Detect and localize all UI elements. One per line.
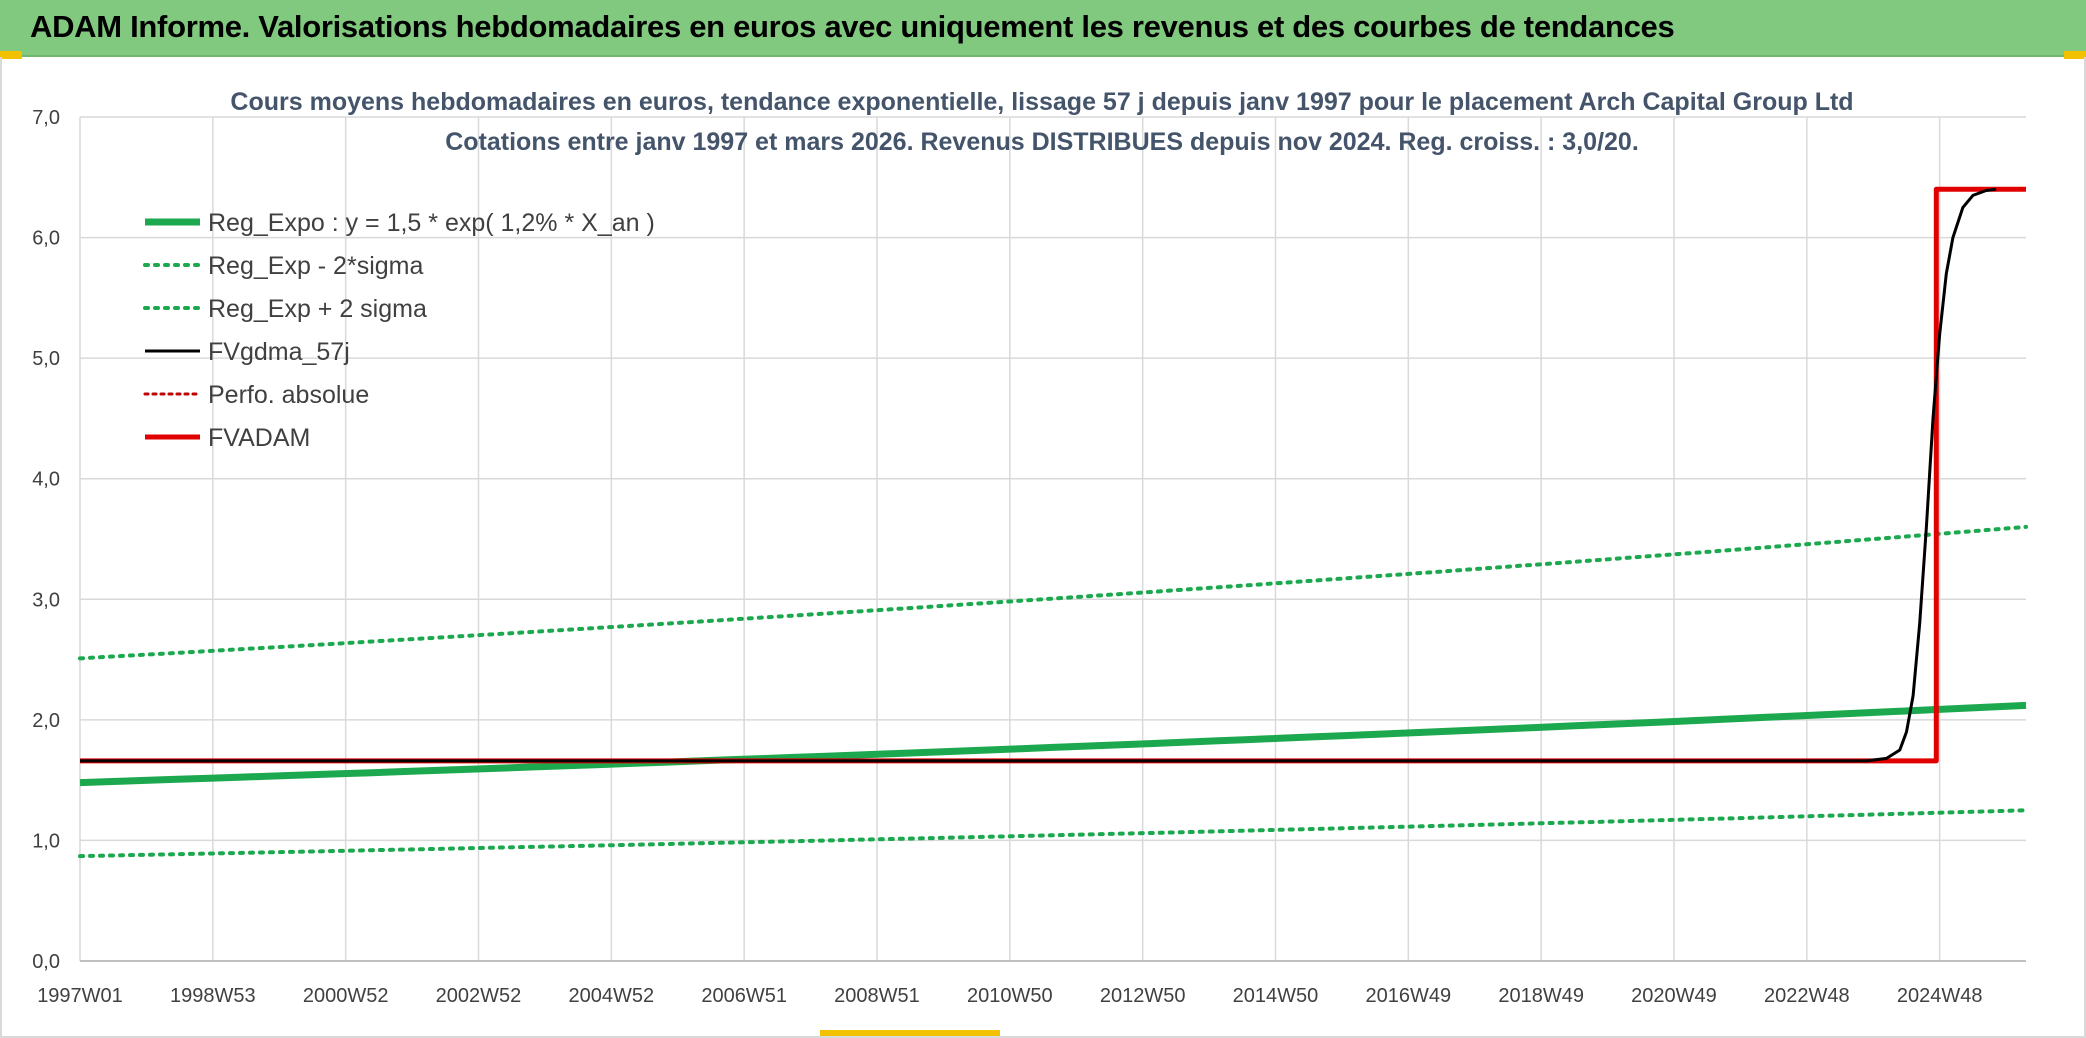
x-tick-label: 2002W52 [436,985,522,1007]
x-tick-label: 2012W50 [1100,985,1186,1007]
x-tick-label: 2014W50 [1233,985,1319,1007]
x-tick-label: 1998W53 [170,985,256,1007]
chart-title-line-2: Cotations entre janv 1997 et mars 2026. … [445,128,1639,156]
legend-label: Perfo. absolue [208,381,369,409]
page-title: ADAM Informe. Valorisations hebdomadaire… [30,9,1675,44]
series-line-1 [78,808,2028,859]
y-tick-label: 1,0 [32,830,60,852]
y-tick-label: 4,0 [32,469,60,491]
legend-label: FVgdma_57j [208,338,350,366]
x-tick-label: 2006W51 [701,985,787,1007]
y-tick-label: 0,0 [32,951,60,973]
x-tick-label: 2000W52 [303,985,389,1007]
chart-title: Cours moyens hebdomadaires en euros, ten… [230,88,1853,156]
corner-marker-right [2064,51,2086,59]
corner-marker-left [0,51,22,59]
corner-marker-bottom [820,1030,1000,1038]
header-banner: ADAM Informe. Valorisations hebdomadaire… [0,0,2086,57]
series-line-2 [78,524,2028,661]
series-line-0 [79,701,2027,787]
y-tick-label: 6,0 [32,228,60,250]
x-tick-label: 2022W48 [1764,985,1850,1007]
legend-label: Reg_Exp + 2 sigma [208,295,427,323]
axis-ticks: 0,0 1,0 2,0 3,0 4,0 5,0 6,0 7,0 1997W01 1998W53 20… [32,107,1982,1007]
y-tick-label: 2,0 [32,710,60,732]
series-layer [78,186,2028,859]
y-tick-label: 7,0 [32,107,60,129]
x-tick-label: 2024W48 [1897,985,1983,1007]
legend: Reg_Expo : y = 1,5 * exp( 1,2% * X_an ) R… [143,209,655,452]
legend-label: FVADAM [208,424,310,452]
y-tick-label: 3,0 [32,589,60,611]
legend-label: Reg_Expo : y = 1,5 * exp( 1,2% * X_an ) [208,209,655,237]
series-line-3 [80,187,1997,763]
x-tick-label: 2018W49 [1498,985,1584,1007]
chart-title-line-1: Cours moyens hebdomadaires en euros, ten… [230,88,1853,116]
x-tick-label: 2010W50 [967,985,1053,1007]
x-tick-label: 2004W52 [569,985,655,1007]
legend-label: Reg_Exp - 2*sigma [208,252,423,280]
x-tick-label: 2020W49 [1631,985,1717,1007]
chart-frame [0,57,2086,1038]
x-tick-label: 1997W01 [37,985,123,1007]
x-tick-label: 2008W51 [834,985,920,1007]
x-tick-label: 2016W49 [1366,985,1452,1007]
y-tick-label: 5,0 [32,348,60,370]
